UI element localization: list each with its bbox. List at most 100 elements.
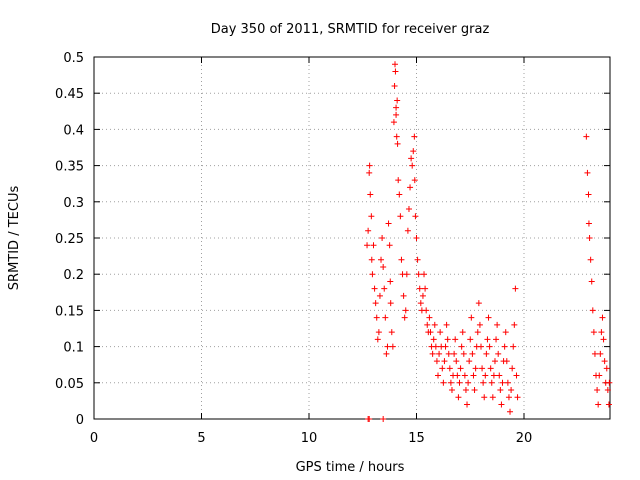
data-point xyxy=(429,350,436,357)
data-point xyxy=(366,169,373,176)
data-point xyxy=(604,387,611,394)
data-point xyxy=(491,358,498,365)
data-point xyxy=(514,394,521,401)
data-point xyxy=(385,220,392,227)
data-point xyxy=(365,227,372,234)
data-point xyxy=(488,379,495,386)
data-point xyxy=(452,336,459,343)
data-point xyxy=(401,314,408,321)
data-point xyxy=(371,285,378,292)
data-point xyxy=(445,350,452,357)
data-point xyxy=(412,213,419,220)
data-point xyxy=(464,401,471,408)
x-axis-label: GPS time / hours xyxy=(296,460,405,475)
data-point xyxy=(584,169,591,176)
data-point xyxy=(409,162,416,169)
data-point xyxy=(416,285,423,292)
data-point xyxy=(474,329,481,336)
data-point xyxy=(596,372,603,379)
data-point xyxy=(444,336,451,343)
data-point xyxy=(393,104,400,111)
data-point xyxy=(493,336,500,343)
data-point xyxy=(394,97,401,104)
data-point xyxy=(476,321,483,328)
x-tick-label: 0 xyxy=(90,431,98,446)
data-point xyxy=(497,387,504,394)
data-point xyxy=(597,350,604,357)
data-point xyxy=(398,256,405,263)
data-point xyxy=(591,350,598,357)
data-point xyxy=(451,350,458,357)
data-point xyxy=(510,343,517,350)
data-point xyxy=(426,314,433,321)
data-point xyxy=(503,358,510,365)
data-point xyxy=(475,300,482,307)
data-point xyxy=(478,343,484,350)
data-point xyxy=(441,358,448,365)
data-point xyxy=(585,191,592,198)
data-point xyxy=(387,300,394,307)
data-point xyxy=(372,300,379,307)
data-point xyxy=(472,365,479,372)
data-point xyxy=(393,133,400,140)
data-point xyxy=(373,314,380,321)
data-point xyxy=(588,278,595,285)
data-point xyxy=(405,206,412,213)
data-point xyxy=(512,285,519,292)
y-tick-label: 0.3 xyxy=(63,196,84,211)
y-tick-label: 0.5 xyxy=(63,51,84,66)
data-point xyxy=(380,416,387,422)
data-point xyxy=(424,321,431,328)
data-point xyxy=(370,242,377,249)
data-point xyxy=(502,329,509,336)
data-point xyxy=(583,133,590,140)
data-point xyxy=(417,300,424,307)
data-point xyxy=(387,278,394,285)
y-tick-label: 0.45 xyxy=(55,87,84,102)
data-point xyxy=(374,336,381,343)
data-point xyxy=(367,191,374,198)
data-point xyxy=(466,358,473,365)
y-tick-label: 0 xyxy=(76,413,84,428)
data-point xyxy=(368,256,375,263)
data-point xyxy=(366,416,373,422)
data-point xyxy=(432,343,439,350)
data-point xyxy=(435,372,441,379)
data-point xyxy=(440,379,447,386)
y-tick-label: 0.35 xyxy=(55,160,84,175)
data-points xyxy=(364,61,613,422)
data-point xyxy=(508,387,515,394)
data-point xyxy=(404,227,411,234)
x-tick-label: 10 xyxy=(301,431,318,446)
data-point xyxy=(388,329,395,336)
data-point xyxy=(487,365,494,372)
data-point xyxy=(467,336,474,343)
data-point xyxy=(411,177,418,184)
tick-labels: 0 5 10 15 20 0 0.05 0.1 0.15 0.2 0.25 0.3 0.35 0.4 0.4… xyxy=(55,51,532,446)
data-point xyxy=(485,314,492,321)
data-point xyxy=(442,343,449,350)
data-point xyxy=(415,271,422,278)
data-point xyxy=(381,285,388,292)
data-point xyxy=(460,350,467,357)
data-point xyxy=(479,365,486,372)
data-point xyxy=(603,365,610,372)
y-tick-label: 0.4 xyxy=(63,123,84,138)
data-point xyxy=(427,329,434,336)
data-point xyxy=(375,329,382,336)
data-point xyxy=(600,336,607,343)
data-point xyxy=(458,343,465,350)
data-point xyxy=(402,307,409,314)
data-point xyxy=(457,365,464,372)
y-tick-label: 0.15 xyxy=(55,304,84,319)
data-point xyxy=(459,329,466,336)
data-point xyxy=(446,365,453,372)
y-axis-label: SRMTID / TECUs xyxy=(7,186,22,291)
data-point xyxy=(486,343,493,350)
data-point xyxy=(461,372,468,379)
data-point xyxy=(407,184,414,191)
data-point xyxy=(586,235,593,241)
data-point xyxy=(471,387,478,394)
data-point xyxy=(448,387,455,394)
data-point xyxy=(455,394,462,401)
